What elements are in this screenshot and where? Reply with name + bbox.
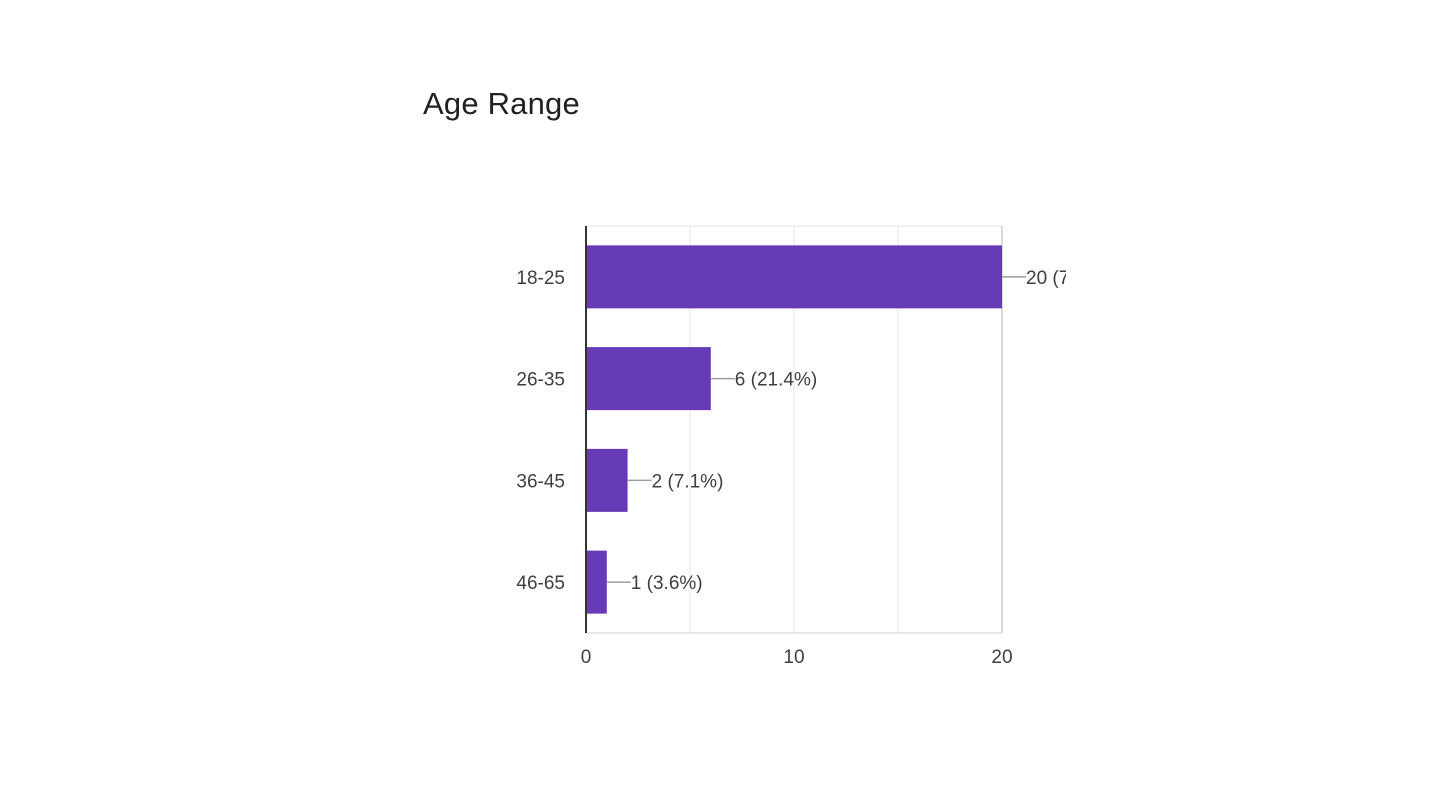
bar-46-65[interactable] bbox=[586, 550, 607, 614]
x-tick-label: 0 bbox=[581, 647, 592, 668]
chart-title: Age Range bbox=[423, 86, 580, 121]
data-label: 2 (7.1%) bbox=[652, 471, 724, 492]
category-label: 36-45 bbox=[516, 471, 565, 492]
x-tick-label: 10 bbox=[783, 647, 804, 668]
category-label: 46-65 bbox=[516, 573, 565, 594]
category-label: 26-35 bbox=[516, 370, 565, 391]
label-layer: 18-25 20 (71.4%) 26-35 6 (21.4%) 36-45 2 (7.1… bbox=[516, 268, 1119, 594]
category-label: 18-25 bbox=[516, 268, 565, 289]
bar-36-45[interactable] bbox=[586, 448, 628, 512]
data-label: 1 (3.6%) bbox=[631, 573, 703, 594]
bar-18-25[interactable] bbox=[586, 245, 1002, 309]
bar-layer bbox=[586, 245, 1002, 614]
bar-26-35[interactable] bbox=[586, 347, 711, 411]
x-tick-label: 20 bbox=[991, 647, 1012, 668]
axis-layer: 0 10 20 bbox=[581, 226, 1013, 668]
data-label: 20 (71.4%) bbox=[1026, 268, 1119, 289]
data-label: 6 (21.4%) bbox=[735, 370, 817, 391]
